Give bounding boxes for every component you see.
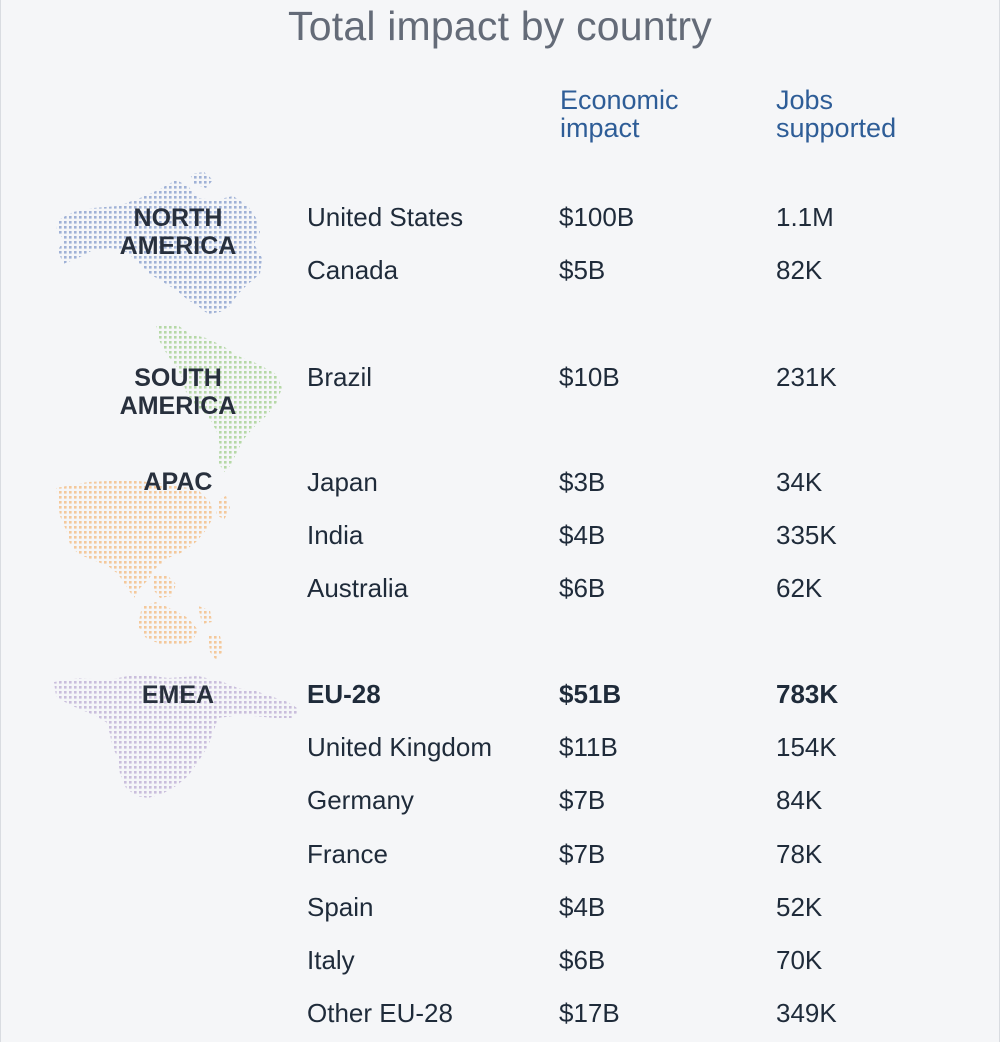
table-row-eu-28: EU-28 $51B 783K: [0, 676, 1000, 716]
jobs-supported-value: 154K: [776, 732, 837, 762]
country-name: Spain: [307, 892, 374, 922]
country-name: Germany: [307, 785, 414, 815]
economic-impact-header: Economic impact: [560, 86, 740, 142]
table-row-brazil: Brazil $10B 231K: [0, 359, 1000, 399]
table-row-france: France $7B 78K: [0, 836, 1000, 876]
economic-impact-value: $17B: [559, 998, 620, 1028]
economic-impact-value: $6B: [559, 945, 606, 975]
country-name: Other EU-28: [307, 998, 453, 1028]
country-name: Australia: [307, 573, 409, 603]
jobs-supported-value: 82K: [776, 255, 823, 285]
table-row-united-states: United States $100B 1.1M: [0, 199, 1000, 239]
south-america-dots-map: [156, 324, 282, 472]
region-label-south-america-line-2: AMERICA: [119, 392, 237, 420]
table-row-germany: Germany $7B 84K: [0, 782, 1000, 822]
country-name: Canada: [307, 255, 399, 285]
region-label-emea: EMEA: [92, 681, 264, 709]
region-label-south-america-line-1: SOUTH: [134, 364, 222, 392]
jobs-supported-header-line-2: supported: [776, 113, 897, 143]
table-row-spain: Spain $4B 52K: [0, 889, 1000, 929]
jobs-supported-value: 62K: [776, 573, 823, 603]
country-name: Japan: [307, 467, 378, 497]
table-row-india: India $4B 335K: [0, 517, 1000, 557]
jobs-supported-value: 335K: [776, 520, 837, 550]
country-name: France: [307, 839, 388, 869]
economic-impact-header-line-2: impact: [560, 113, 640, 143]
region-label-north-america: NORTH AMERICA: [92, 204, 264, 260]
economic-impact-value: $4B: [559, 892, 606, 922]
north-america-dots-map: [56, 172, 262, 314]
region-label-north-america-line-2: AMERICA: [119, 232, 237, 260]
country-name: United States: [307, 202, 464, 232]
economic-impact-value: $4B: [559, 520, 606, 550]
economic-impact-value: $100B: [559, 202, 635, 232]
table-row-other-eu-28: Other EU-28 $17B 349K: [0, 995, 1000, 1035]
left-border: [0, 0, 1, 1042]
apac-dots-map: [56, 480, 230, 660]
country-name: United Kingdom: [307, 732, 492, 762]
table-row-united-kingdom: United Kingdom $11B 154K: [0, 729, 1000, 769]
world-dot-map: [54, 172, 300, 798]
jobs-supported-value: 231K: [776, 362, 837, 392]
economic-impact-value: $7B: [559, 785, 606, 815]
region-label-apac-line-1: APAC: [143, 468, 213, 496]
jobs-supported-value: 52K: [776, 892, 823, 922]
economic-impact-value: $7B: [559, 839, 606, 869]
jobs-supported-value: 783K: [776, 679, 839, 709]
jobs-supported-value: 84K: [776, 785, 823, 815]
jobs-supported-value: 1.1M: [776, 202, 834, 232]
economic-impact-value: $6B: [559, 573, 606, 603]
economic-impact-value: $3B: [559, 467, 606, 497]
economic-impact-value: $51B: [559, 679, 622, 709]
jobs-supported-value: 70K: [776, 945, 823, 975]
region-label-north-america-line-1: NORTH: [133, 204, 223, 232]
country-name: EU-28: [307, 679, 381, 709]
country-name: Brazil: [307, 362, 373, 392]
region-label-south-america: SOUTH AMERICA: [92, 364, 264, 420]
economic-impact-header-line-1: Economic: [560, 85, 679, 115]
jobs-supported-header: Jobs supported: [776, 86, 956, 142]
table-row-canada: Canada $5B 82K: [0, 252, 1000, 292]
jobs-supported-value: 34K: [776, 467, 823, 497]
country-name: India: [307, 520, 364, 550]
table-row-australia: Australia $6B 62K: [0, 570, 1000, 610]
jobs-supported-value: 349K: [776, 998, 837, 1028]
emea-dots-map: [54, 674, 300, 798]
region-label-apac: APAC: [92, 468, 264, 496]
economic-impact-value: $11B: [559, 732, 618, 762]
table-row-italy: Italy $6B 70K: [0, 942, 1000, 982]
region-label-emea-line-1: EMEA: [141, 681, 215, 709]
jobs-supported-header-line-1: Jobs: [776, 85, 834, 115]
page-title: Total impact by country: [288, 3, 712, 49]
country-name: Italy: [307, 945, 355, 975]
economic-impact-value: $5B: [559, 255, 606, 285]
table-row-japan: Japan $3B 34K: [0, 464, 1000, 504]
jobs-supported-value: 78K: [776, 839, 823, 869]
economic-impact-value: $10B: [559, 362, 620, 392]
